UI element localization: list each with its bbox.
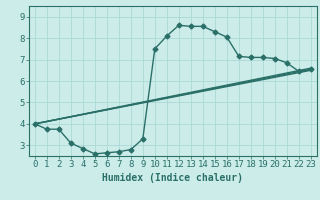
X-axis label: Humidex (Indice chaleur): Humidex (Indice chaleur)	[102, 173, 243, 183]
